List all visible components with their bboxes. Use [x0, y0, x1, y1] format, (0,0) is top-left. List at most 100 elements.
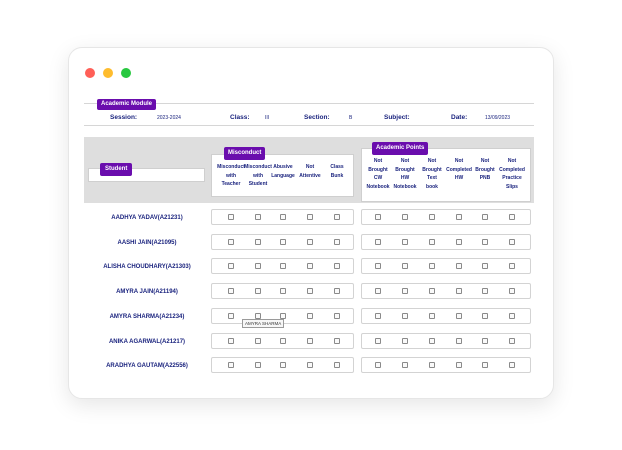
misconduct-col-header-4: Not Attentive [295, 163, 325, 180]
academic-checkbox[interactable] [509, 263, 515, 269]
academic-checkbox[interactable] [429, 313, 435, 319]
academic-checkbox[interactable] [509, 214, 515, 220]
misconduct-checkbox[interactable] [228, 288, 234, 294]
misconduct-checkbox[interactable] [307, 362, 313, 368]
academic-checkbox[interactable] [402, 362, 408, 368]
academic-col-header-line: HW [454, 175, 464, 181]
misconduct-checkbox[interactable] [228, 338, 234, 344]
academic-checkbox[interactable] [402, 214, 408, 220]
misconduct-checkbox[interactable] [280, 288, 286, 294]
misconduct-checkbox[interactable] [228, 362, 234, 368]
academic-checkbox[interactable] [509, 362, 515, 368]
academic-col-header-line: Brought [422, 166, 442, 173]
misconduct-checkbox[interactable] [255, 288, 261, 294]
academic-checkbox[interactable] [402, 239, 408, 245]
misconduct-checkbox[interactable] [255, 338, 261, 344]
minimize-window-icon[interactable] [103, 68, 113, 78]
academic-module-tag: Academic Module [97, 99, 157, 111]
misconduct-checkbox[interactable] [280, 313, 286, 319]
misconduct-checkbox[interactable] [228, 239, 234, 245]
academic-row-box [361, 209, 531, 225]
session-value[interactable]: 2023-2024 [157, 115, 181, 121]
class-value[interactable]: III [265, 115, 270, 121]
academic-checkbox[interactable] [482, 313, 488, 319]
academic-col-header-2: Not Brought HW Notebook [390, 157, 420, 191]
close-window-icon[interactable] [85, 68, 95, 78]
misconduct-checkbox[interactable] [280, 239, 286, 245]
misconduct-checkbox[interactable] [228, 214, 234, 220]
misconduct-checkbox[interactable] [307, 263, 313, 269]
misconduct-checkbox[interactable] [255, 263, 261, 269]
academic-checkbox[interactable] [429, 288, 435, 294]
misconduct-checkbox[interactable] [334, 338, 340, 344]
academic-checkbox[interactable] [456, 288, 462, 294]
academic-checkbox[interactable] [456, 214, 462, 220]
academic-checkbox[interactable] [375, 362, 381, 368]
academic-checkbox[interactable] [375, 239, 381, 245]
misconduct-col-header-line: Class [330, 164, 344, 170]
misconduct-checkbox[interactable] [255, 214, 261, 220]
student-name: AMYRA JAIN(A21194) [116, 289, 178, 295]
misconduct-checkbox[interactable] [228, 263, 234, 269]
academic-checkbox[interactable] [429, 239, 435, 245]
academic-checkbox[interactable] [456, 362, 462, 368]
misconduct-checkbox[interactable] [255, 362, 261, 368]
misconduct-checkbox[interactable] [307, 214, 313, 220]
misconduct-col-header-line: Attentive [299, 172, 321, 179]
academic-checkbox[interactable] [482, 239, 488, 245]
academic-checkbox[interactable] [429, 214, 435, 220]
academic-checkbox[interactable] [375, 214, 381, 220]
academic-checkbox[interactable] [456, 313, 462, 319]
academic-checkbox[interactable] [482, 263, 488, 269]
misconduct-checkbox[interactable] [307, 239, 313, 245]
academic-checkbox[interactable] [482, 214, 488, 220]
academic-checkbox[interactable] [482, 338, 488, 344]
misconduct-checkbox[interactable] [228, 313, 234, 319]
academic-col-header-line: Not [373, 158, 383, 164]
academic-checkbox[interactable] [429, 338, 435, 344]
misconduct-checkbox[interactable] [280, 362, 286, 368]
academic-checkbox[interactable] [402, 288, 408, 294]
academic-checkbox[interactable] [482, 288, 488, 294]
academic-checkbox[interactable] [509, 338, 515, 344]
misconduct-checkbox[interactable] [334, 313, 340, 319]
academic-checkbox[interactable] [375, 288, 381, 294]
academic-checkbox[interactable] [402, 338, 408, 344]
misconduct-checkbox[interactable] [307, 338, 313, 344]
academic-checkbox[interactable] [456, 263, 462, 269]
academic-checkbox[interactable] [456, 338, 462, 344]
academic-checkbox[interactable] [429, 362, 435, 368]
academic-col-header-1: Not Brought CW Notebook [363, 157, 393, 191]
misconduct-checkbox[interactable] [334, 288, 340, 294]
academic-checkbox[interactable] [375, 263, 381, 269]
academic-checkbox[interactable] [482, 362, 488, 368]
misconduct-checkbox[interactable] [280, 338, 286, 344]
academic-checkbox[interactable] [509, 239, 515, 245]
academic-col-header-line: Slips [506, 183, 518, 190]
misconduct-checkbox[interactable] [307, 288, 313, 294]
misconduct-checkbox[interactable] [334, 239, 340, 245]
academic-checkbox[interactable] [375, 338, 381, 344]
misconduct-checkbox[interactable] [307, 313, 313, 319]
misconduct-checkbox[interactable] [255, 239, 261, 245]
academic-checkbox[interactable] [429, 263, 435, 269]
misconduct-checkbox[interactable] [334, 362, 340, 368]
student-name: AMYRA SHARMA(A21234) [109, 314, 185, 320]
misconduct-checkbox[interactable] [334, 214, 340, 220]
academic-checkbox[interactable] [456, 239, 462, 245]
academic-checkbox[interactable] [509, 288, 515, 294]
academic-checkbox[interactable] [375, 313, 381, 319]
section-value[interactable]: B [349, 115, 353, 121]
misconduct-checkbox[interactable] [255, 313, 261, 319]
misconduct-col-header-line: with [226, 172, 236, 179]
misconduct-checkbox[interactable] [280, 214, 286, 220]
academic-checkbox[interactable] [402, 313, 408, 319]
misconduct-checkbox[interactable] [280, 263, 286, 269]
misconduct-checkbox[interactable] [334, 263, 340, 269]
academic-checkbox[interactable] [509, 313, 515, 319]
academic-col-header-6: Not Completed Practice Slips [497, 157, 527, 191]
academic-col-header-line: Brought [395, 166, 415, 173]
date-value[interactable]: 13/09/2023 [485, 115, 511, 121]
academic-checkbox[interactable] [402, 263, 408, 269]
maximize-window-icon[interactable] [121, 68, 131, 78]
